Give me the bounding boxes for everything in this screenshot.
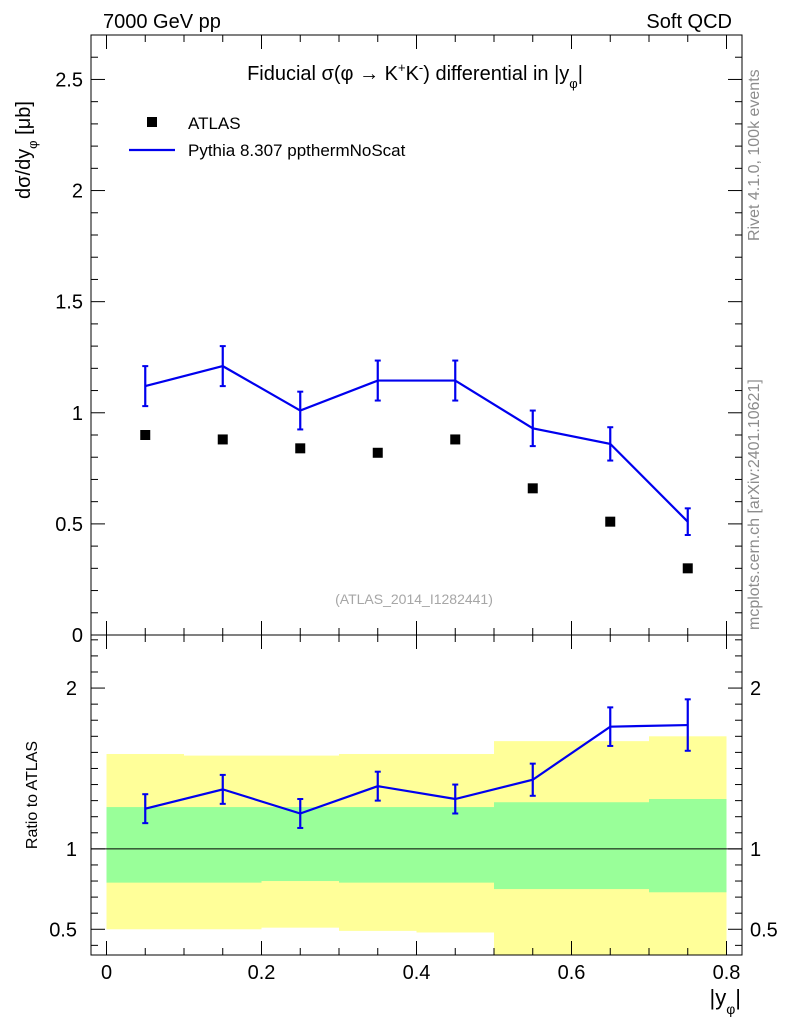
main-y-tick-label: 2.5 bbox=[55, 69, 83, 91]
main-y-tick-label: 0.5 bbox=[55, 514, 83, 536]
x-tick-label: 0.2 bbox=[248, 962, 276, 984]
main-y-tick-labels: 0 0.5 1 1.5 2 2.5 bbox=[55, 69, 83, 647]
ratio-band-inner bbox=[494, 802, 572, 890]
mc-point bbox=[684, 507, 691, 536]
mc-point bbox=[452, 359, 459, 402]
legend-atlas-marker bbox=[147, 117, 157, 127]
chart-title: Fiducial σ(φ → K+K-) differential in |yφ… bbox=[247, 60, 583, 91]
atlas-data-point bbox=[140, 430, 151, 440]
ratio-mc-point bbox=[297, 798, 304, 829]
main-y-tick-label: 2 bbox=[72, 181, 83, 203]
mcplots-credit-label: mcplots.cern.ch [arXiv:2401.10621] bbox=[746, 379, 763, 630]
x-tick-label: 0.6 bbox=[558, 962, 586, 984]
mc-point bbox=[607, 426, 614, 462]
ratio-axis-ticks bbox=[91, 635, 742, 955]
legend-pythia-label: Pythia 8.307 ppthermNoScat bbox=[188, 141, 406, 160]
atlas-data-point bbox=[450, 434, 461, 445]
ratio-y-tick-label: 0.5 bbox=[49, 919, 77, 941]
main-y-tick-label: 1.5 bbox=[55, 292, 83, 314]
x-tick-label: 0 bbox=[101, 962, 112, 984]
ratio-mc-point bbox=[142, 793, 149, 825]
mc-point bbox=[142, 365, 149, 408]
ratio-y-tick-labels-right: 0.5 1 2 bbox=[750, 678, 778, 941]
analysis-watermark: (ATLAS_2014_I1282441) bbox=[335, 591, 493, 607]
ratio-band-inner bbox=[649, 799, 727, 893]
main-axis-ticks bbox=[91, 34, 742, 636]
mc-point bbox=[529, 409, 536, 448]
atlas-data-point bbox=[527, 483, 538, 494]
x-axis-label: |yφ| bbox=[709, 985, 741, 1017]
atlas-data-point bbox=[682, 563, 693, 574]
main-y-tick-label: 1 bbox=[72, 403, 83, 425]
atlas-data-point bbox=[605, 516, 616, 527]
atlas-data-point bbox=[217, 434, 228, 445]
mc-point bbox=[297, 390, 304, 431]
ratio-y-tick-labels: 0.5 1 2 bbox=[49, 678, 77, 941]
ratio-y-axis-label: Ratio to ATLAS bbox=[24, 741, 41, 849]
ratio-mc-point bbox=[684, 698, 691, 752]
main-y-axis-label: dσ/dyφ [μb] bbox=[13, 101, 40, 199]
x-tick-labels: 0 0.2 0.4 0.6 0.8 bbox=[101, 962, 740, 984]
main-y-tick-label: 0 bbox=[72, 625, 83, 647]
ratio-band-inner bbox=[416, 807, 494, 883]
ratio-y-tick-label-right: 2 bbox=[750, 678, 761, 700]
ratio-mc-point bbox=[452, 783, 459, 815]
ratio-y-tick-label: 1 bbox=[66, 839, 77, 861]
ratio-y-tick-label: 2 bbox=[66, 678, 77, 700]
mc-line bbox=[144, 364, 689, 523]
atlas-data-point bbox=[372, 447, 383, 458]
ratio-mc-point bbox=[607, 706, 614, 747]
legend-atlas-label: ATLAS bbox=[188, 114, 241, 133]
ratio-mc-line bbox=[144, 723, 688, 815]
ratio-y-tick-label-right: 1 bbox=[750, 839, 761, 861]
mc-point bbox=[219, 345, 226, 388]
x-tick-label: 0.4 bbox=[403, 962, 431, 984]
ratio-band-inner bbox=[571, 802, 649, 890]
ratio-band-inner bbox=[184, 807, 262, 883]
ratio-mc-point bbox=[219, 773, 226, 805]
header-left: 7000 GeV pp bbox=[103, 11, 221, 33]
ratio-mc-point bbox=[374, 770, 381, 802]
svg-text:|yφ|: |yφ| bbox=[709, 985, 741, 1017]
ratio-y-tick-label-right: 0.5 bbox=[750, 919, 778, 941]
ratio-band-inner bbox=[339, 807, 417, 883]
ratio-mc-point bbox=[529, 762, 536, 797]
header-right: Soft QCD bbox=[646, 11, 732, 33]
rivet-version-label: Rivet 4.1.0, 100k events bbox=[746, 69, 763, 241]
atlas-data-point bbox=[295, 443, 306, 454]
x-tick-label: 0.8 bbox=[713, 962, 741, 984]
mc-point bbox=[374, 359, 381, 402]
svg-text:dσ/dyφ [μb]: dσ/dyφ [μb] bbox=[13, 101, 40, 199]
